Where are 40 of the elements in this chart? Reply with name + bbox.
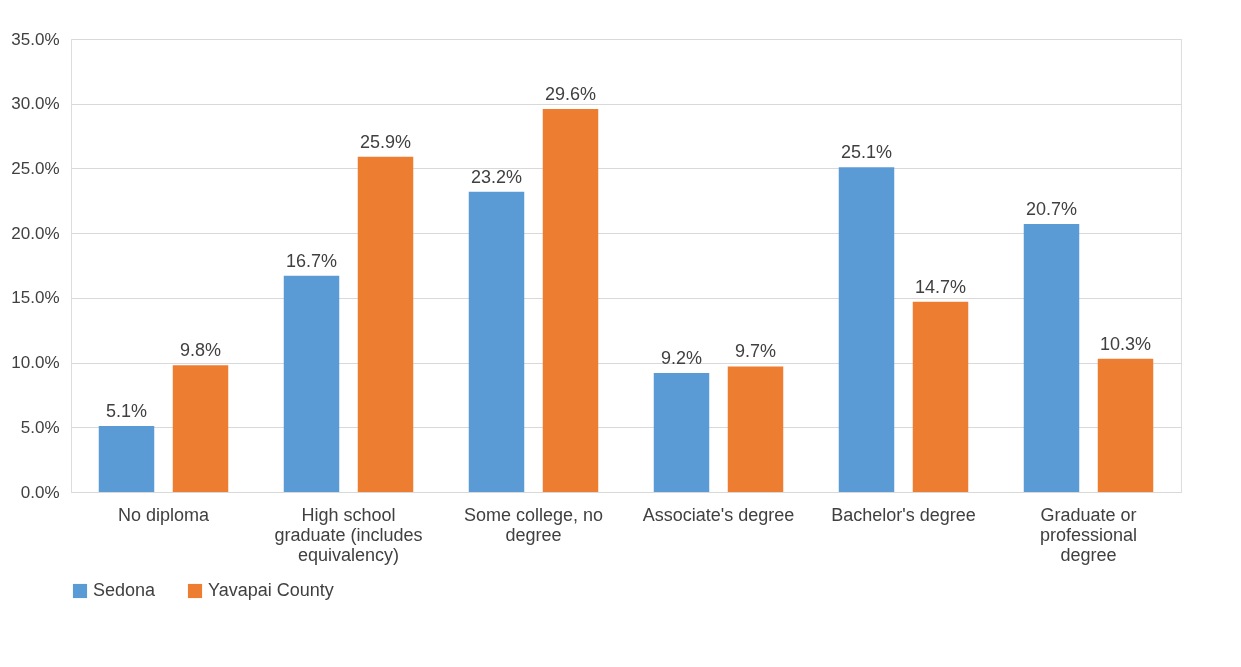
bar (1023, 224, 1080, 492)
legend-label: Yavapai County (208, 580, 334, 600)
data-label: 9.7% (734, 341, 777, 362)
bar (1097, 358, 1154, 492)
bar (727, 366, 784, 492)
y-tick-label: 35.0% (11, 29, 60, 49)
bar (838, 167, 895, 492)
data-label: 20.7% (1025, 199, 1078, 220)
y-tick-label: 5.0% (20, 417, 60, 437)
x-tick-label: High school graduate (includes equivalency) (274, 504, 423, 565)
x-tick-label: Associate's degree (642, 504, 795, 525)
y-tick-label: 10.0% (11, 353, 60, 373)
data-label: 10.3% (1099, 333, 1152, 354)
bar (98, 425, 155, 492)
y-tick-label: 0.0% (20, 482, 60, 502)
data-label: 23.2% (470, 166, 523, 187)
x-tick-label: Some college, no degree (463, 504, 604, 545)
bar (172, 365, 229, 492)
bar (283, 275, 340, 492)
bar (468, 191, 525, 492)
y-tick-label: 15.0% (11, 288, 60, 308)
bar (357, 156, 414, 492)
bar (653, 372, 710, 492)
y-tick-label: 30.0% (11, 94, 60, 114)
x-tick-label: No diploma (117, 504, 211, 525)
y-tick-label: 20.0% (11, 223, 60, 243)
data-label: 9.2% (660, 347, 703, 368)
x-tick-label: Bachelor's degree (831, 504, 976, 525)
data-label: 14.7% (914, 276, 967, 297)
data-label: 9.8% (179, 340, 222, 361)
data-label: 16.7% (285, 250, 338, 271)
legend-label: Sedona (93, 580, 157, 600)
data-label: 25.9% (359, 131, 412, 152)
bar (912, 301, 969, 492)
x-tick-label: Graduate or professional degree (1039, 504, 1138, 565)
data-label: 25.1% (840, 142, 893, 163)
y-tick-label: 25.0% (11, 158, 60, 178)
data-label: 29.6% (544, 83, 597, 104)
bar (542, 108, 599, 492)
data-label: 5.1% (105, 400, 148, 421)
